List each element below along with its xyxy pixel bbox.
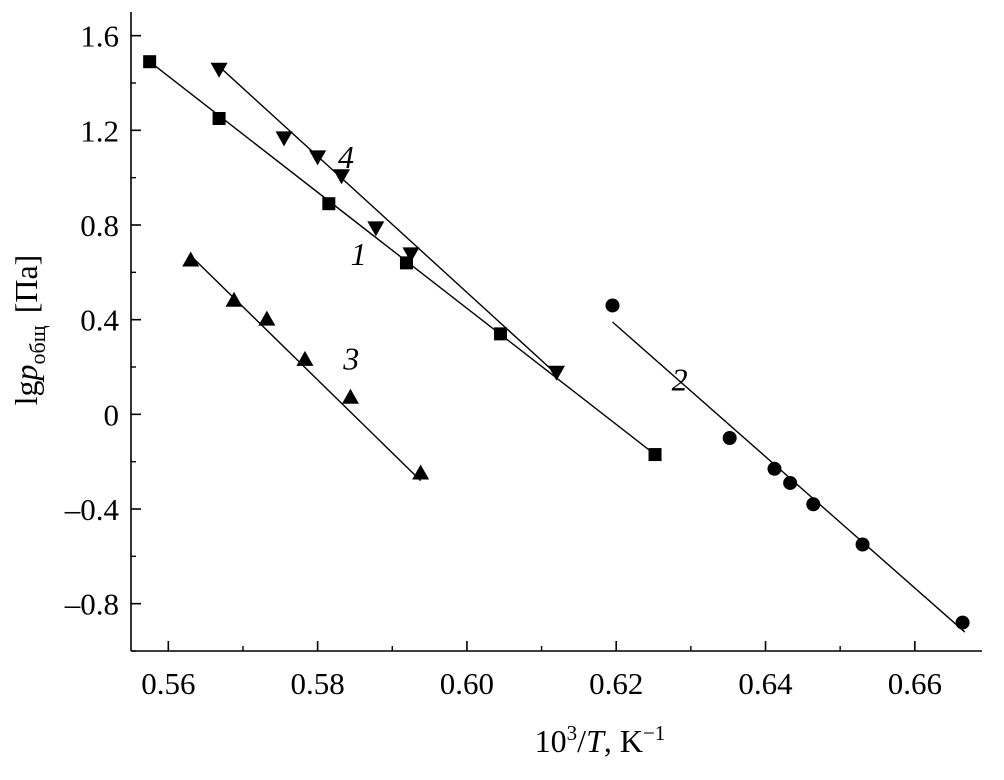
curve-label-4: 4 [338,139,354,175]
curve-label-2: 2 [672,362,688,398]
point-series-2 [605,298,620,313]
curve-labels: 1 2 3 4 [338,139,688,397]
y-tick-label: 1.2 [80,113,119,148]
point-series-2 [722,431,737,445]
y-tick-label: 0.8 [80,208,119,243]
x-tick-label: 0.64 [738,666,793,701]
fit-lines [149,61,966,633]
x-tick-label: 0.62 [589,666,643,701]
point-series-4 [333,169,351,185]
y-tick-label: 0 [104,397,120,432]
x-tick-label: 0.60 [440,666,494,701]
x-tick-label: 0.56 [141,666,195,701]
fit-line-3 [190,255,422,482]
point-series-4 [367,221,385,237]
point-series-4 [309,150,327,166]
y-tick-label: –0.4 [64,492,120,527]
y-axis-title: lgpобщ[Па] [8,255,50,406]
point-series-2 [783,475,798,490]
point-series-1 [648,448,662,462]
point-series-4 [210,62,228,78]
x-axis-title: 103/T, K−1 [535,721,666,759]
point-series-1 [322,197,336,211]
point-series-3 [258,310,276,326]
point-series-3 [296,350,314,366]
point-series-3 [341,388,359,404]
axes [130,12,982,652]
point-series-4 [402,247,420,263]
point-series-3 [182,251,200,267]
y-tick-label: 1.6 [80,19,119,54]
point-series-2 [955,615,970,630]
data-points [143,55,970,630]
point-series-2 [767,461,782,476]
y-tick-label: 0.4 [80,303,119,338]
point-series-3 [225,291,243,307]
point-series-1 [212,112,226,125]
point-series-4 [275,131,293,147]
x-tick-label: 0.58 [290,666,344,701]
point-series-3 [412,464,430,480]
curve-label-1: 1 [351,236,367,272]
point-series-1 [143,55,157,69]
fit-line-4 [218,65,557,375]
ticks: 0.56 0.58 0.60 0.62 0.64 0.66 1.6 1.2 0.8 0.4 0 –0.… [64,19,942,701]
point-series-2 [806,497,821,512]
point-series-4 [548,365,565,381]
point-series-2 [855,537,870,552]
curve-label-3: 3 [342,340,359,376]
x-tick-label: 0.66 [888,666,942,701]
y-tick-label: –0.8 [64,587,119,622]
point-series-1 [494,327,508,341]
